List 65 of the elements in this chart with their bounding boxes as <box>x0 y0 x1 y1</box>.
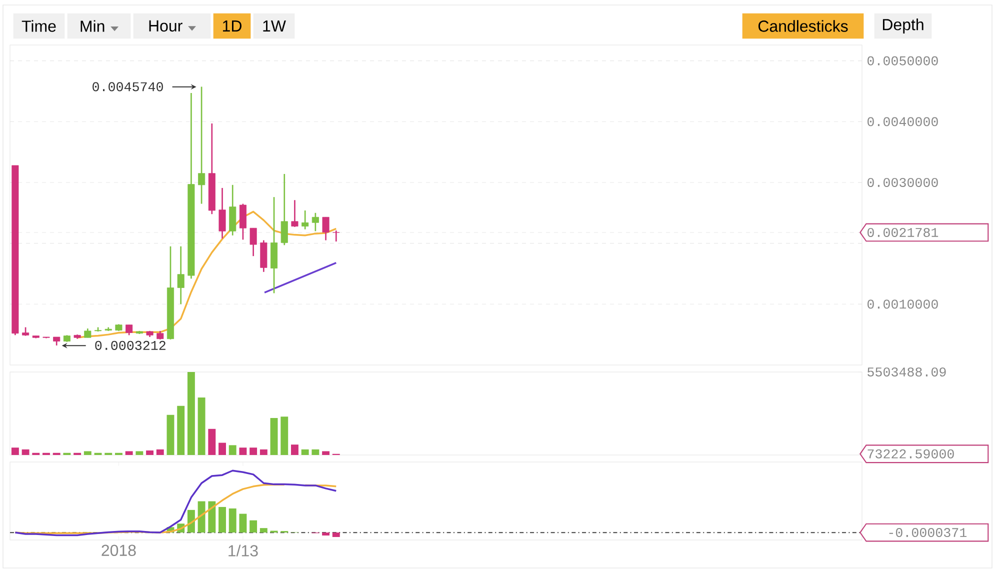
bar <box>156 449 164 455</box>
bar <box>250 448 258 455</box>
candlestick <box>84 328 92 338</box>
y-tick-label: 0.0010000 <box>868 300 938 309</box>
bar <box>198 398 206 455</box>
bar <box>322 451 330 455</box>
annotation: 0.0003212 <box>95 340 166 350</box>
bar <box>332 532 340 537</box>
y-tick-label: 0.0030000 <box>868 178 938 187</box>
y-tick-label: 73222.59000 <box>868 449 954 458</box>
bar <box>136 451 144 455</box>
bar <box>198 501 206 533</box>
text: Min <box>80 20 104 32</box>
bar <box>250 520 258 533</box>
candlestick <box>280 173 288 246</box>
annotation: 0.0045740 <box>92 82 163 92</box>
bar <box>187 510 195 533</box>
text: Time <box>22 20 56 32</box>
bar <box>187 372 195 455</box>
candlestick <box>332 230 340 242</box>
bar <box>218 442 226 455</box>
y-tick-label: 0.0040000 <box>868 117 938 126</box>
text: Candlesticks <box>758 20 848 32</box>
bar <box>228 445 236 455</box>
bar <box>208 428 216 455</box>
bar <box>239 448 247 455</box>
candlestick <box>250 227 257 257</box>
candlestick <box>239 203 246 240</box>
bar <box>312 449 320 455</box>
bar <box>228 508 236 533</box>
candlestick <box>177 246 184 305</box>
bar <box>239 514 247 533</box>
bar <box>177 406 185 455</box>
bar <box>280 416 288 455</box>
text: Depth <box>882 18 924 34</box>
bar <box>166 414 174 455</box>
candlestick <box>312 212 319 232</box>
bar <box>22 449 30 455</box>
candlestick <box>126 324 133 336</box>
candlestick <box>198 86 206 204</box>
bar <box>125 451 133 455</box>
y-tick-label: 5503488.09 <box>868 367 946 377</box>
candlestick <box>218 187 226 240</box>
bar <box>270 418 278 455</box>
bar <box>84 451 92 455</box>
y-tick-label: 0.0021781 <box>868 228 938 237</box>
candlestick <box>302 210 309 230</box>
bar <box>322 532 330 536</box>
bar <box>146 450 154 455</box>
candlestick <box>322 216 330 241</box>
text: 1W <box>263 20 286 32</box>
x-tick-label: 1/13 <box>228 544 258 556</box>
candlestick <box>291 199 298 228</box>
text: Hour <box>149 20 182 32</box>
bar <box>11 448 19 455</box>
x-tick-label: 2018 <box>102 544 136 556</box>
text: 1D <box>222 20 242 32</box>
bar <box>260 449 268 455</box>
bar <box>218 506 226 533</box>
y-tick-label: 0.0050000 <box>868 56 938 66</box>
text: -0.0000371 <box>889 528 967 538</box>
bar <box>260 528 268 533</box>
bar <box>208 501 216 533</box>
bar <box>301 449 309 455</box>
bar <box>290 444 298 455</box>
